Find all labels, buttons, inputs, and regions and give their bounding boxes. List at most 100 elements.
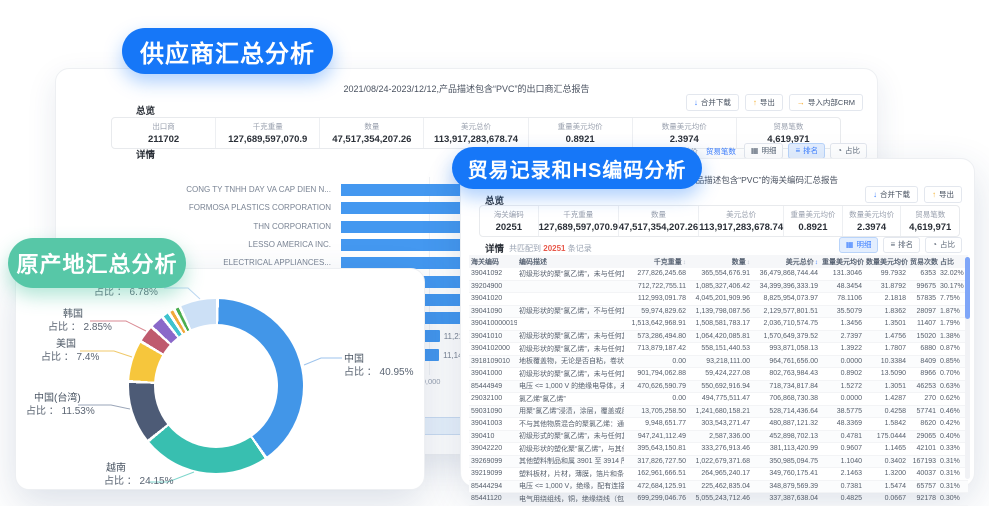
column-header-千克重量[interactable]: 千克重量↕ <box>624 255 688 268</box>
view-tab-排名[interactable]: ≡ 排名 <box>788 143 826 159</box>
cell-千克重量: 947,241,112.49 <box>624 430 688 443</box>
cell-占比: 7.75% <box>938 292 968 306</box>
match-prefix: 共匹配到 <box>509 243 542 253</box>
stat-value: 4,619,971 <box>909 222 952 233</box>
cell-千克重量: 712,722,755.11 <box>624 280 688 293</box>
metric-tab-贸易笔数[interactable]: 贸易笔数 <box>705 146 736 156</box>
merge-download-button[interactable]: ↓ 合并下载 <box>685 94 739 111</box>
hs-code-report-panel: 2021/08/24-2023/12/12,产品描述包含“PVC”的海关编码汇总… <box>460 158 975 506</box>
origin-summary-panel: 占比 ： 6.78% 韩国 占比 ： 2.85% 美国 占比 ： 7.4% 中国… <box>15 268 425 490</box>
cell-编码描述: 初级形状的聚“氯乙烯”，未与任何其他物质混合：其他：粉末 <box>517 268 624 281</box>
cell-千克重量: 13,705,258.50 <box>624 405 688 418</box>
cell-数量美元均价: 2.1818 <box>864 292 908 306</box>
cell-重量美元均价: 1.1040 <box>820 455 864 468</box>
table-row[interactable]: 39041003不与其他物质混合的聚氯乙烯：通过本体或悬浮聚合工艺获得的聚氯乙…… <box>469 417 968 431</box>
column-header-数量[interactable]: 数量↕ <box>688 255 752 268</box>
column-header-贸易次数[interactable]: 贸易次数↕ <box>908 255 938 268</box>
table-scrollbar[interactable] <box>965 257 970 479</box>
match-count: 20251 <box>543 243 566 253</box>
table-row[interactable]: 390410000019 1,513,642,968.91 1,508,581,78… <box>469 317 968 331</box>
cell-占比: 0.40% <box>938 430 968 443</box>
cell-占比: 0.31% <box>938 467 968 481</box>
report-title: 2021/08/24-2023/12/12,产品描述包含“PVC”的海关编码汇总… <box>597 175 838 185</box>
cell-数量: 5,055,243,712.46 <box>688 492 752 506</box>
table-row[interactable]: 39042220初级形状的塑化聚“氯乙烯”，与其他物质混合：颗粒395,643,… <box>469 442 968 456</box>
cell-美元总价: 381,113,420.99 <box>752 442 820 456</box>
table-row[interactable]: 29032100 氯乙烯“氯乙烯” 0.00 494,775,511.47 706,86… <box>469 392 968 406</box>
cell-海关编码: 39041010 <box>469 330 517 343</box>
origin-donut-chart[interactable] <box>129 299 303 473</box>
cell-数量美元均价: 1.1465 <box>864 442 908 456</box>
pie-label-name: 越南 <box>106 463 126 474</box>
pie-label-name: 中国(台湾) <box>34 393 81 404</box>
cell-重量美元均价: 0.8902 <box>820 367 864 381</box>
cell-美元总价: 452,898,702.13 <box>752 430 820 443</box>
cell-贸易次数: 8620 <box>908 417 938 431</box>
sort-icon[interactable]: ↕ <box>746 258 750 266</box>
table-row[interactable]: 59031090用聚“氯乙烯”浸渍，涂层，覆盖或层压的纺织织物（不包括用聚“氯乙… <box>469 405 968 418</box>
stat-value: 113,917,283,678.74 <box>699 222 784 233</box>
table-row[interactable]: 39204900 712,722,755.11 1,085,327,406.42 34… <box>469 280 968 293</box>
table-row[interactable]: 85441120电气用绕组线，铜，绝缘绕线（包括漆包或阳极氧化）电缆，电线（包…… <box>469 492 968 506</box>
cell-美元总价: 528,714,436.64 <box>752 405 820 418</box>
table-row[interactable]: 39041020 112,993,091.78 4,045,201,909.96 8,… <box>469 292 968 306</box>
export-button[interactable]: ↑ 导出 <box>924 186 962 203</box>
import-icon: → <box>796 97 805 107</box>
cell-贸易次数: 6880 <box>908 342 938 356</box>
import-crm-button[interactable]: → 导入内部CRM <box>788 94 863 111</box>
table-row[interactable]: 39219099塑料板材，片材，薄膜，箔片和条带，经过增强，层压，支撑或与其他…… <box>469 467 968 481</box>
merge-download-button[interactable]: ↓ 合并下载 <box>865 186 918 203</box>
pie-label-pct: 占比 ： 40.95% <box>344 367 414 378</box>
view-tab-label: 明细 <box>856 240 872 249</box>
view-tab-排名[interactable]: ≡ 排名 <box>883 237 921 253</box>
stat-label: 重量美元均价 <box>790 210 836 219</box>
cell-数量: 4,045,201,909.96 <box>688 292 752 306</box>
view-tab-占比[interactable]: ◔ 占比 <box>925 237 962 253</box>
cell-千克重量: 112,993,091.78 <box>624 292 688 306</box>
sort-icon[interactable]: ↕ <box>682 258 686 266</box>
cell-占比: 30.17% <box>938 280 968 293</box>
cell-美元总价: 2,129,577,801.51 <box>752 305 820 318</box>
stat-label: 重量美元均价 <box>557 122 603 131</box>
cell-数量: 333,276,913.46 <box>688 442 752 456</box>
view-tab-明细[interactable]: ▦ 明细 <box>838 237 879 253</box>
cell-数量美元均价: 0.3402 <box>864 455 908 468</box>
download-icon: ↓ <box>693 97 698 107</box>
cell-贸易次数: 8966 <box>908 367 938 381</box>
column-header-美元总价[interactable]: 美元总价↕ <box>752 255 820 268</box>
bar-value-label: 11,148 <box>443 350 467 360</box>
cell-海关编码: 39269099 <box>469 455 517 468</box>
stat-label: 出口商 <box>152 122 175 131</box>
cell-编码描述: 初级形式的聚“氯乙烯”，未与任何其他物质混合 + 未提供详细标签 + <box>517 430 624 443</box>
view-tab-label: 明细 <box>761 146 777 155</box>
bar-category-label: THN CORPORATION <box>253 221 331 231</box>
cell-重量美元均价: 35.5079 <box>820 305 864 318</box>
scrollbar-thumb[interactable] <box>965 257 970 319</box>
download-icon: ↓ <box>873 189 877 199</box>
table-row[interactable]: 3918109010地板覆盖物，无论是否自粘，卷状或瓷砖形式，以及墙壁或天花板覆… <box>469 355 968 368</box>
bar-category-label: FORMOSA PLASTICS CORPORATION <box>188 203 331 213</box>
pie-label-name: 美国 <box>56 339 76 350</box>
table-row[interactable]: 39041090初级形状的聚“氯乙烯”，不与任何其他物质混合：其他型（氯乙烯）…… <box>469 305 968 318</box>
cell-编码描述: 不与其他物质混合的聚氯乙烯：通过本体或悬浮聚合工艺获得的聚氯乙… <box>517 417 624 431</box>
cell-占比: 1.38% <box>938 330 968 343</box>
stat-cell: 贸易笔数 4,619,971 <box>737 118 840 148</box>
cell-数量: 2,587,336.00 <box>688 430 752 443</box>
cell-编码描述: 初级形状的聚“氯乙烯”，不与任何其他物质混合：其他型（氯乙烯）… <box>517 305 624 318</box>
cell-重量美元均价: 0.4825 <box>820 492 864 506</box>
stat-label: 贸易笔数 <box>773 122 804 131</box>
table-row[interactable]: 39041092初级形状的聚“氯乙烯”，未与任何其他物质混合：其他：粉末277,… <box>469 268 968 281</box>
cell-贸易次数: 42101 <box>908 442 938 456</box>
sort-icon[interactable]: ↕ <box>814 258 818 266</box>
view-tab-label: 排名 <box>803 146 819 155</box>
export-button[interactable]: ↑ 导出 <box>744 94 783 111</box>
cell-编码描述: 用聚“氯乙烯”浸渍，涂层，覆盖或层压的纺织织物（不包括用聚“氯乙… <box>517 405 624 418</box>
cell-海关编码: 39204900 <box>469 280 517 293</box>
